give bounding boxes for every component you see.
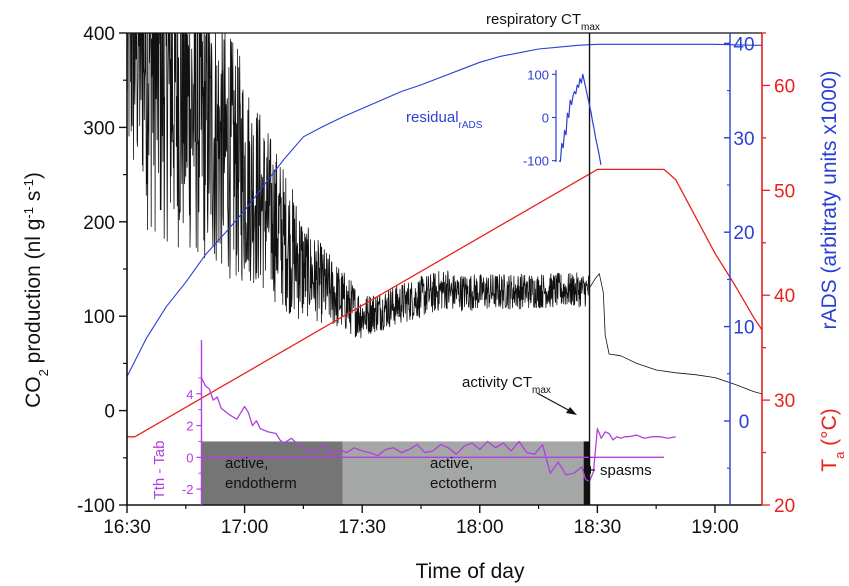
x-tick-label: 16:30 — [103, 517, 151, 538]
rads-tick-label: 0 — [739, 412, 750, 433]
inset-axis-title: Tth - Tab — [151, 441, 168, 500]
rads-tick-label: 10 — [733, 318, 754, 339]
inset-tick-label: -2 — [182, 482, 194, 497]
activity-ctmax-label: activity CTmax — [462, 374, 551, 396]
phase-label-ectotherm-2: ectotherm — [430, 475, 497, 492]
phase-region-active-ectotherm — [342, 441, 584, 505]
left-tick-label: 300 — [83, 118, 115, 139]
series-ta — [127, 168, 762, 438]
left-tick-label: 0 — [104, 402, 115, 423]
x-tick-label: 19:00 — [691, 517, 739, 538]
left-tick-label: 200 — [83, 213, 115, 234]
x-tick-label: 18:30 — [574, 517, 622, 538]
left-tick-label: 100 — [83, 307, 115, 328]
inset-tick-label: 4 — [186, 387, 193, 402]
rads-tick-label: 40 — [733, 34, 754, 55]
ta-tick-label: 20 — [774, 496, 795, 517]
ta-tick-label: 40 — [774, 286, 795, 307]
phase-label-endotherm-2: endotherm — [225, 475, 297, 492]
x-tick-label: 17:30 — [338, 517, 386, 538]
spasms-label: spasms — [600, 462, 652, 479]
x-tick-label: 17:00 — [221, 517, 269, 538]
left-tick-label: 400 — [83, 24, 115, 45]
left-axis-title: CO2 production (nl g-1 s-1) — [21, 172, 51, 408]
ta-axis-title: Ta (°C) — [818, 408, 847, 471]
series-co2-production — [127, 33, 762, 395]
axes-layer: 16:30 17:00 17:30 18:00 18:30 19:00-100010020… — [77, 24, 795, 538]
ta-tick-label: 30 — [774, 391, 795, 412]
rads-tick-label: 20 — [733, 223, 754, 244]
phase-region-spasms — [583, 441, 590, 505]
rads-tick-label: 30 — [733, 129, 754, 150]
series-residual-rads — [558, 73, 602, 166]
ta-tick-label: 50 — [774, 181, 795, 202]
residual-tick-label: -100 — [523, 154, 549, 169]
phase-label-ectotherm-1: active, — [430, 455, 473, 472]
respiratory-ctmax-label: respiratory CTmax — [486, 11, 600, 33]
spasms-arrow — [583, 466, 595, 474]
inset-tick-label: 2 — [186, 419, 193, 434]
phase-regions — [201, 441, 590, 505]
x-axis-title: Time of day — [416, 560, 525, 583]
activity-ctmax-arrow — [536, 392, 577, 415]
residual-label: residualrADS — [406, 109, 483, 131]
left-tick-label: -100 — [77, 496, 115, 517]
residual-tick-label: 0 — [542, 111, 549, 126]
residual-tick-label: 100 — [527, 67, 549, 82]
inset-tick-label: 0 — [186, 450, 193, 465]
phase-region-active-endotherm — [201, 441, 343, 505]
series-rads — [127, 43, 762, 377]
x-tick-label: 18:00 — [456, 517, 504, 538]
phase-label-endotherm-1: active, — [225, 455, 268, 472]
series-layer — [127, 33, 762, 482]
radsaxis-title: rADS (arbitraty units x1000) — [818, 70, 841, 329]
ta-tick-label: 60 — [774, 76, 795, 97]
series-tth-tab — [200, 377, 676, 482]
